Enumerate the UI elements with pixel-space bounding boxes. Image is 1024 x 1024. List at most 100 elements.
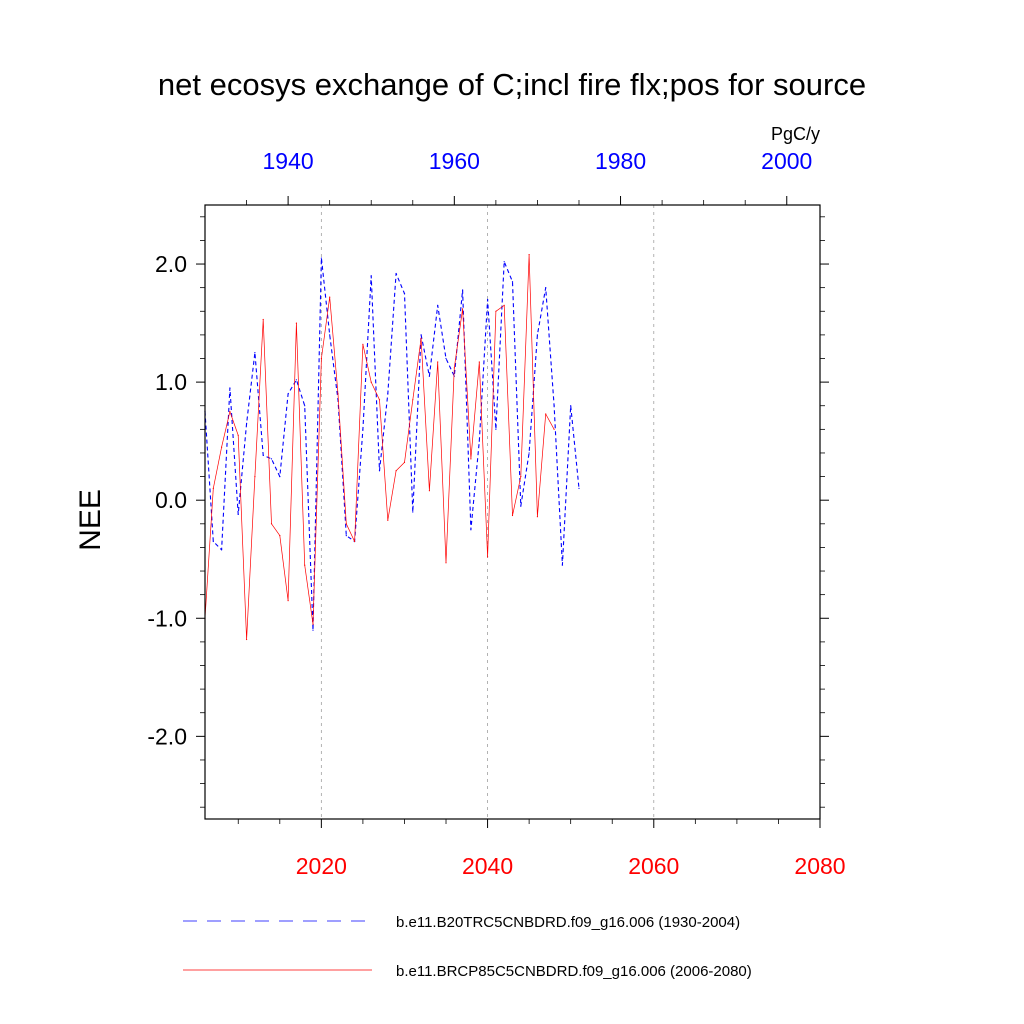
data-point-s0-29 xyxy=(445,357,447,360)
data-point-s0-23 xyxy=(395,272,397,275)
data-point-s1-8 xyxy=(270,523,273,525)
data-point-s1-29 xyxy=(445,562,447,564)
data-point-s1-26 xyxy=(420,337,422,339)
data-point-s0-14 xyxy=(320,257,322,259)
top-tick-label: 1980 xyxy=(595,148,646,174)
data-point-s0-20 xyxy=(370,275,372,277)
data-point-s0-4 xyxy=(237,513,239,516)
data-point-s1-21 xyxy=(378,399,381,401)
data-point-s0-5 xyxy=(246,422,248,424)
legend-label-rcp85: b.e11.BRCP85C5CNBDRD.f09_g16.006 (2006-2… xyxy=(396,963,752,980)
data-point-s0-32 xyxy=(470,529,472,531)
data-point-s0-15 xyxy=(329,334,331,336)
data-point-s0-13 xyxy=(312,629,314,631)
data-point-s0-36 xyxy=(503,261,505,263)
data-point-s1-16 xyxy=(337,393,339,395)
y-axis-title: NEE xyxy=(74,489,107,551)
units-label: PgC/y xyxy=(771,124,820,144)
data-point-s0-6 xyxy=(254,352,256,354)
data-point-s1-11 xyxy=(295,322,297,324)
data-point-s0-8 xyxy=(270,458,273,460)
data-point-s0-21 xyxy=(378,470,381,472)
series-layer xyxy=(204,254,580,641)
data-point-s1-9 xyxy=(279,535,281,537)
data-point-s1-3 xyxy=(229,411,231,413)
y-tick-label: -1.0 xyxy=(147,605,187,631)
data-point-s1-10 xyxy=(287,600,289,602)
legend: b.e11.B20TRC5CNBDRD.f09_g16.006 (1930-20… xyxy=(183,914,752,980)
data-point-s0-27 xyxy=(428,375,430,377)
data-point-s1-36 xyxy=(503,304,505,306)
series-line-1 xyxy=(204,254,555,640)
data-point-s1-28 xyxy=(437,361,439,363)
y-tick-label: -2.0 xyxy=(147,723,187,749)
data-point-s0-42 xyxy=(553,405,555,407)
data-point-s1-17 xyxy=(345,523,347,525)
data-point-s1-2 xyxy=(221,446,223,448)
data-point-s0-19 xyxy=(362,428,364,430)
data-point-s0-26 xyxy=(420,334,422,336)
data-point-s1-12 xyxy=(304,564,306,566)
data-point-s1-41 xyxy=(545,413,547,415)
data-point-s0-35 xyxy=(495,428,497,430)
grid-lines xyxy=(320,205,655,819)
data-point-s1-24 xyxy=(403,461,406,463)
data-point-s1-18 xyxy=(354,540,356,543)
series-line-0 xyxy=(204,257,580,631)
data-point-s1-34 xyxy=(487,556,489,558)
data-point-s1-23 xyxy=(395,470,397,472)
data-point-s1-19 xyxy=(362,343,364,345)
data-point-s1-25 xyxy=(412,399,414,401)
data-point-s1-39 xyxy=(528,254,530,256)
top-tick-label: 2000 xyxy=(761,148,812,174)
data-point-s1-42 xyxy=(553,428,555,430)
data-point-s0-45 xyxy=(578,487,580,489)
data-point-s1-38 xyxy=(520,476,522,478)
data-point-s0-1 xyxy=(212,540,214,543)
legend-label-historical: b.e11.B20TRC5CNBDRD.f09_g16.006 (1930-20… xyxy=(396,914,740,931)
data-point-s0-2 xyxy=(221,549,223,551)
y-tick-label: 2.0 xyxy=(155,251,187,277)
data-point-s1-5 xyxy=(246,638,248,641)
data-point-s1-31 xyxy=(462,308,464,310)
data-point-s0-9 xyxy=(279,476,281,478)
data-point-s0-10 xyxy=(287,393,289,395)
bottom-tick-label: 2020 xyxy=(296,853,347,879)
data-point-s1-22 xyxy=(387,519,389,521)
data-point-s0-44 xyxy=(570,405,572,407)
data-point-s0-28 xyxy=(437,304,439,306)
data-point-s0-39 xyxy=(528,452,530,454)
data-point-s1-6 xyxy=(254,476,256,478)
bottom-tick-label: 2060 xyxy=(628,853,679,879)
data-point-s1-27 xyxy=(428,490,430,492)
data-point-s1-1 xyxy=(212,487,214,489)
data-point-s0-12 xyxy=(304,405,306,407)
data-point-s1-7 xyxy=(262,318,264,321)
plot-frame xyxy=(204,204,821,820)
data-point-s1-40 xyxy=(536,516,539,518)
y-tick-label: 1.0 xyxy=(155,369,187,395)
top-tick-label: 1960 xyxy=(429,148,480,174)
data-point-s0-34 xyxy=(487,298,489,301)
y-tick-label: 0.0 xyxy=(155,487,187,513)
data-point-s0-3 xyxy=(229,387,231,389)
data-point-s0-38 xyxy=(520,505,522,507)
data-point-s0-11 xyxy=(295,379,297,381)
data-point-s0-33 xyxy=(478,440,480,442)
data-point-s0-25 xyxy=(412,511,414,513)
data-point-s0-24 xyxy=(403,293,406,295)
data-point-s1-32 xyxy=(470,458,472,460)
data-point-s1-37 xyxy=(511,514,514,517)
data-point-s0-37 xyxy=(511,281,514,283)
data-point-s0-7 xyxy=(262,454,264,456)
data-point-s0-40 xyxy=(536,334,539,336)
data-point-s1-14 xyxy=(320,357,322,360)
axes: 2.0 1.0 0.0 -1.0 -2.0 1940 1960 1980 2000 2020 204… xyxy=(147,148,845,879)
data-point-s1-30 xyxy=(453,367,455,369)
data-point-s0-31 xyxy=(462,289,464,291)
data-point-s1-20 xyxy=(370,381,372,383)
top-tick-label: 1940 xyxy=(263,148,314,174)
data-point-s1-15 xyxy=(329,296,331,298)
data-point-s1-33 xyxy=(478,361,480,363)
data-point-s0-43 xyxy=(561,564,564,566)
